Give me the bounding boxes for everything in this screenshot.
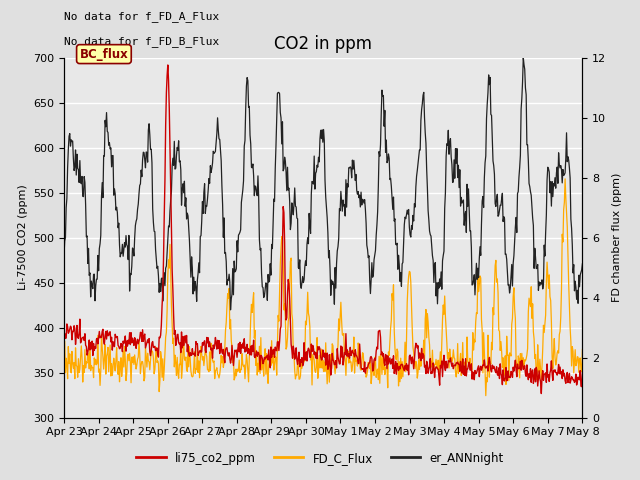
Text: No data for f_FD_A_Flux: No data for f_FD_A_Flux <box>64 11 220 22</box>
Legend: li75_co2_ppm, FD_C_Flux, er_ANNnight: li75_co2_ppm, FD_C_Flux, er_ANNnight <box>131 447 509 469</box>
Title: CO2 in ppm: CO2 in ppm <box>274 35 372 53</box>
Y-axis label: Li-7500 CO2 (ppm): Li-7500 CO2 (ppm) <box>17 185 28 290</box>
Text: BC_flux: BC_flux <box>79 48 128 60</box>
Y-axis label: FD chamber flux (ppm): FD chamber flux (ppm) <box>612 173 622 302</box>
Text: No data for f_FD_B_Flux: No data for f_FD_B_Flux <box>64 36 220 47</box>
